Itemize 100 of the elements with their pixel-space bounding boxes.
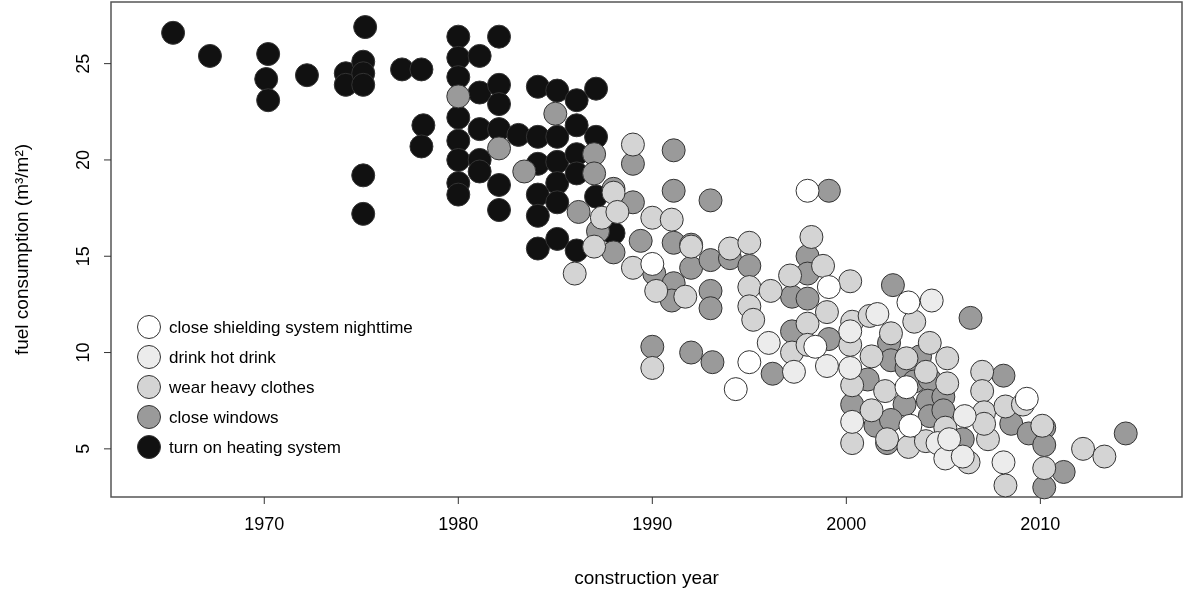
point: [756, 330, 781, 355]
point: [865, 302, 890, 326]
point: [814, 354, 839, 378]
point: [859, 398, 884, 423]
point: [545, 124, 570, 149]
point: [605, 199, 630, 224]
point: [717, 236, 742, 261]
point: [840, 431, 865, 456]
point: [545, 190, 570, 215]
point: [256, 88, 281, 113]
point: [446, 147, 471, 172]
point: [353, 15, 378, 40]
point: [902, 309, 927, 334]
x-tick-label: 2010: [1020, 514, 1061, 534]
point: [935, 371, 960, 396]
point: [1092, 444, 1117, 469]
x-tick-label: 1990: [632, 514, 673, 534]
point: [991, 450, 1016, 475]
point: [525, 74, 550, 99]
point: [840, 409, 865, 434]
point: [487, 173, 512, 197]
point: [838, 269, 863, 294]
x-tick-label: 1980: [438, 514, 479, 534]
y-axis-title: fuel consumption (m³/m²): [11, 143, 32, 356]
point: [409, 57, 434, 82]
point: [446, 24, 471, 49]
point: [640, 355, 665, 380]
point: [525, 124, 550, 149]
legend-label: close windows: [169, 408, 279, 427]
point: [913, 359, 938, 384]
point: [256, 42, 281, 66]
y-tick-label: 15: [73, 246, 93, 267]
point: [467, 43, 492, 68]
point: [972, 411, 997, 436]
point: [838, 355, 863, 380]
point: [254, 67, 279, 92]
point: [467, 80, 492, 105]
point: [197, 43, 222, 68]
point: [467, 159, 492, 184]
point: [506, 122, 531, 147]
y-tick-label: 25: [73, 53, 93, 74]
point: [545, 78, 570, 103]
point: [411, 113, 436, 138]
point: [351, 72, 376, 97]
point: [673, 284, 698, 309]
point: [294, 63, 319, 88]
point: [952, 404, 977, 429]
point: [545, 226, 570, 251]
point: [878, 321, 903, 346]
point: [640, 205, 665, 230]
point: [446, 182, 471, 207]
point: [859, 344, 884, 369]
point: [409, 134, 434, 159]
point: [582, 234, 607, 259]
point: [970, 379, 995, 404]
point: [894, 375, 919, 400]
point: [795, 311, 820, 336]
legend-label: close shielding system nighttime: [169, 318, 413, 337]
point: [1014, 386, 1039, 411]
point: [446, 105, 471, 130]
point: [487, 24, 512, 49]
point: [562, 261, 587, 286]
point: [1071, 436, 1096, 461]
point: [935, 346, 960, 371]
x-axis-title: construction year: [574, 567, 720, 588]
point: [601, 180, 626, 205]
point: [620, 132, 645, 157]
y-tick-label: 5: [73, 443, 93, 454]
x-tick-label: 2000: [826, 514, 867, 534]
point: [758, 278, 783, 303]
point: [970, 359, 995, 384]
point: [487, 72, 512, 97]
point: [778, 263, 803, 288]
y-tick-label: 10: [73, 342, 93, 363]
point: [564, 88, 589, 113]
legend-label: wear heavy clothes: [168, 378, 315, 397]
point: [741, 307, 766, 332]
point: [564, 113, 589, 138]
point: [644, 278, 669, 303]
point: [781, 359, 806, 384]
point: [351, 201, 376, 226]
y-tick-label: 20: [73, 149, 93, 170]
x-tick-label: 1970: [244, 514, 285, 534]
point: [875, 427, 900, 452]
point: [620, 255, 645, 280]
point: [525, 236, 550, 261]
point: [351, 163, 376, 188]
point: [584, 76, 609, 101]
point: [525, 203, 550, 228]
point: [814, 300, 839, 325]
point: [838, 319, 863, 344]
point: [640, 251, 665, 276]
legend-label: turn on heating system: [169, 438, 341, 457]
point: [803, 334, 828, 359]
point: [446, 128, 471, 153]
point: [799, 225, 824, 249]
point: [894, 346, 919, 371]
point: [873, 379, 898, 404]
point: [937, 427, 962, 452]
point: [917, 330, 942, 355]
